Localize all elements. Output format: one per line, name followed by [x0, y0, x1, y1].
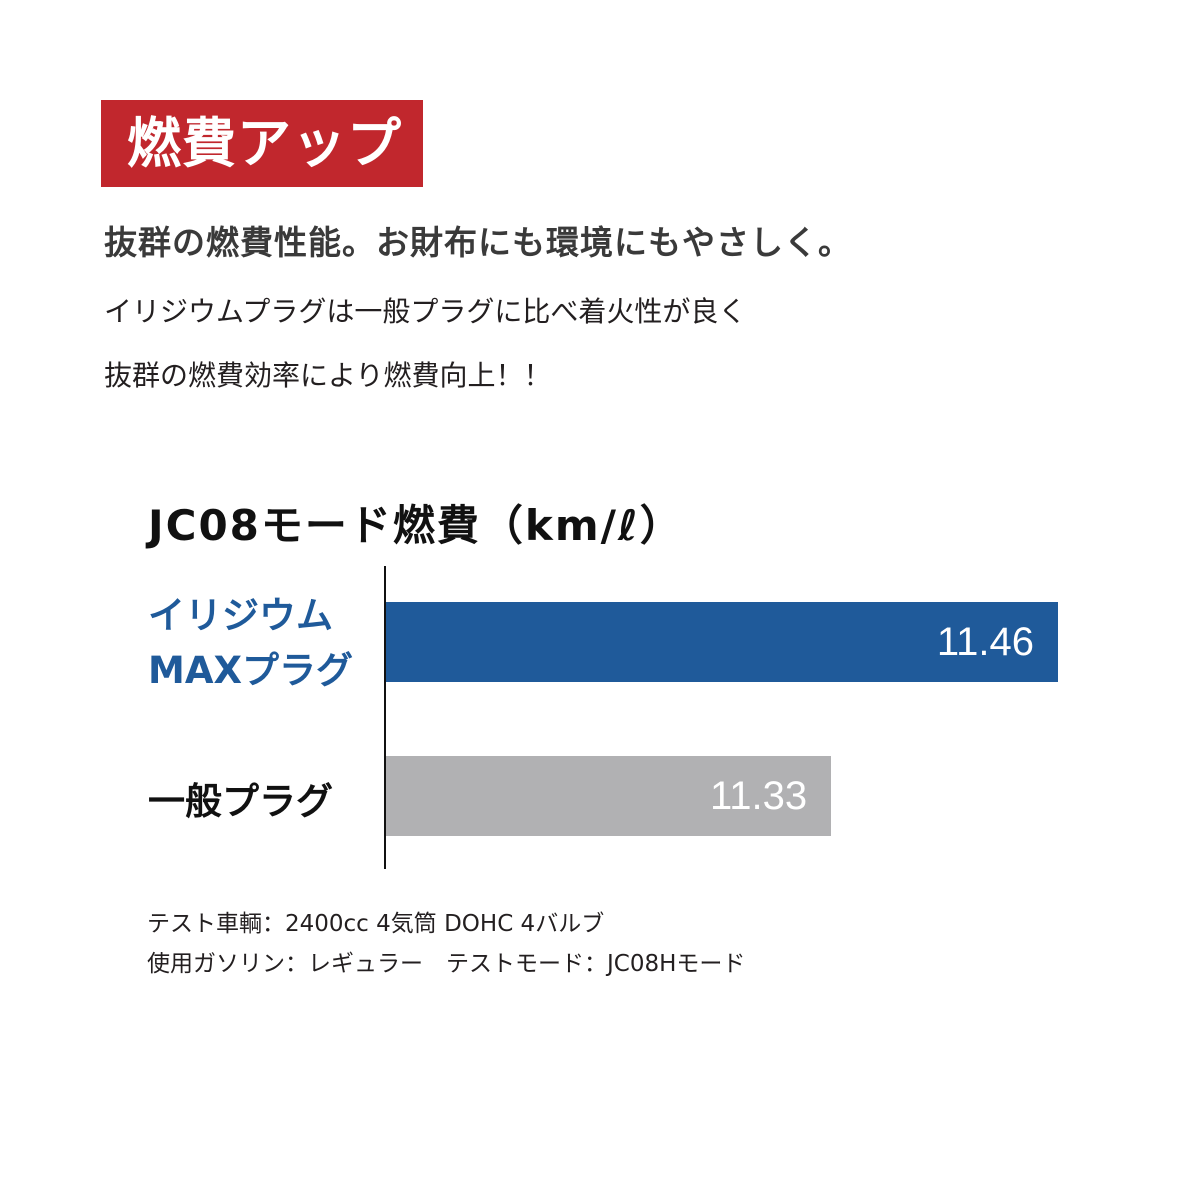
chart-axis	[384, 566, 386, 869]
chart-title: JC08モード燃費（km/ℓ）	[148, 501, 684, 550]
bar-value-label: 11.33	[709, 774, 808, 818]
category-label-standard: 一般プラグ	[148, 774, 333, 829]
bar-standard: 11.33	[386, 756, 832, 836]
badge-title: 燃費アップ	[101, 100, 423, 187]
bar-iridium: 11.46	[386, 602, 1058, 682]
body-text-line-2: 抜群の燃費効率により燃費向上！！	[104, 359, 552, 392]
category-label-line: MAXプラグ	[148, 649, 353, 692]
category-label-line: イリジウム	[148, 594, 333, 637]
test-note-1: テスト車輌：2400cc 4気筒 DOHC 4バルブ	[147, 911, 605, 937]
body-text-line-1: イリジウムプラグは一般プラグに比べ着火性が良く	[104, 295, 747, 328]
bar-value-label: 11.46	[936, 620, 1034, 664]
headline: 抜群の燃費性能。お財布にも環境にもやさしく。	[104, 223, 852, 262]
test-note-2: 使用ガソリン：レギュラー テストモード：JC08Hモード	[147, 951, 746, 977]
category-label-line: 一般プラグ	[148, 780, 333, 823]
category-label-iridium: イリジウム MAXプラグ	[148, 588, 353, 698]
